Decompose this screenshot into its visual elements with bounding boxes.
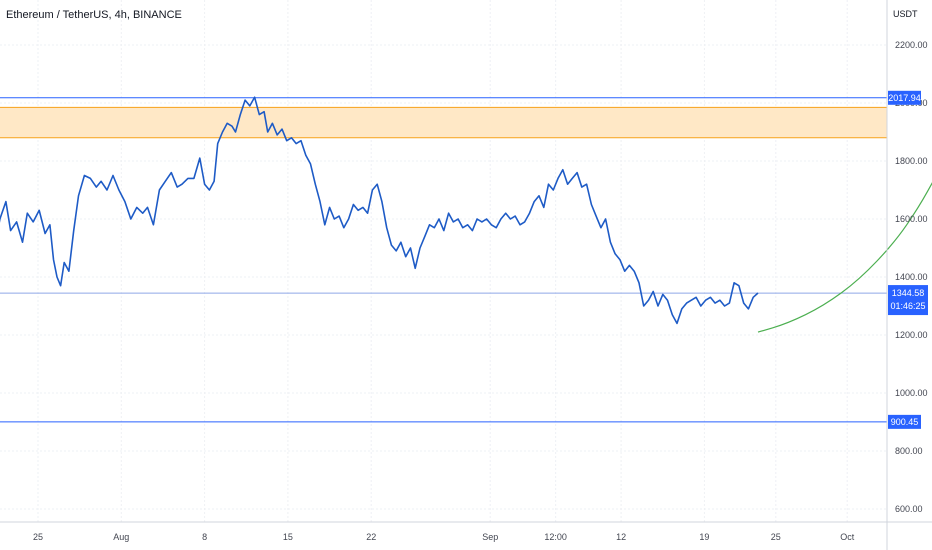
x-tick-label: 15 <box>283 532 293 542</box>
current-price-label: 1344.58 <box>892 288 925 298</box>
x-tick-label: 25 <box>771 532 781 542</box>
y-tick-label: 2200.00 <box>895 40 928 50</box>
price-line[interactable] <box>0 96 759 325</box>
x-tick-label: Oct <box>840 532 855 542</box>
y-tick-label: 1000.00 <box>895 388 928 398</box>
x-tick-label: 25 <box>33 532 43 542</box>
x-tick-label: Sep <box>482 532 498 542</box>
price-badges: 2017.94 900.45 1344.58 01:46:25 <box>888 90 928 429</box>
chart-grid <box>0 0 887 522</box>
current-price-badge <box>888 285 928 316</box>
x-tick-label: 8 <box>202 532 207 542</box>
price-series[interactable] <box>0 96 932 333</box>
y-tick-label: 1400.00 <box>895 272 928 282</box>
level-badge-label: 2017.94 <box>888 93 921 103</box>
projection-curve[interactable] <box>757 147 932 333</box>
level-badge <box>888 414 921 429</box>
y-tick-label: 1800.00 <box>895 156 928 166</box>
countdown-label: 01:46:25 <box>890 301 925 311</box>
y-tick-label: 1600.00 <box>895 214 928 224</box>
y-tick-label: 1200.00 <box>895 330 928 340</box>
level-badge-label: 900.45 <box>891 417 919 427</box>
price-axis[interactable]: 2200.002000.001800.001600.001400.001200.… <box>886 0 928 550</box>
symbol-title[interactable]: Ethereum / TetherUS, 4h, BINANCE <box>6 9 182 21</box>
y-tick-label: 800.00 <box>895 446 923 456</box>
x-tick-label: 12 <box>616 532 626 542</box>
y-tick-label: 600.00 <box>895 504 923 514</box>
resistance-zone[interactable] <box>0 106 887 139</box>
x-tick-label: Aug <box>113 532 129 542</box>
currency-label: USDT <box>893 9 918 19</box>
horizontal-levels[interactable] <box>0 97 887 423</box>
x-tick-label: 12:00 <box>544 532 567 542</box>
x-tick-label: 19 <box>699 532 709 542</box>
level-badge <box>888 90 921 105</box>
zone-fill[interactable] <box>0 107 887 138</box>
x-tick-label: 22 <box>366 532 376 542</box>
